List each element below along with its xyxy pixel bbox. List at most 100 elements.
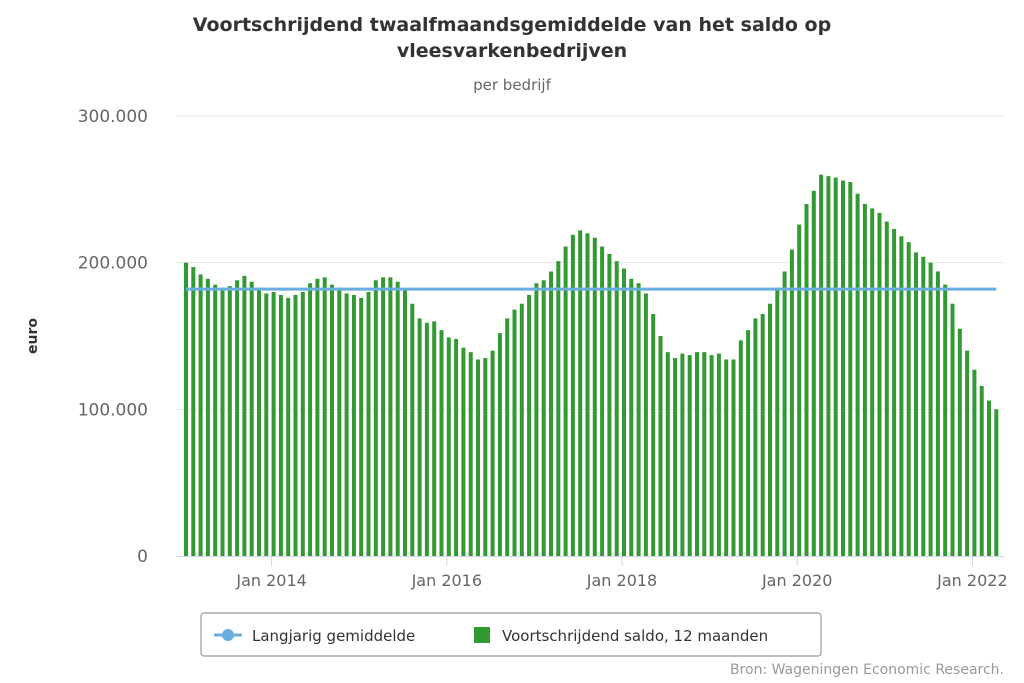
bar[interactable] [760,314,765,556]
bar[interactable] [914,252,918,556]
bar[interactable] [731,359,736,556]
bar[interactable] [607,253,612,556]
bar[interactable] [330,284,334,556]
bar[interactable] [811,190,816,557]
bar[interactable] [366,292,371,556]
legend-item-rolling-balance[interactable]: Voortschrijdend saldo, 12 maanden [474,627,768,645]
bar[interactable] [702,352,707,556]
bar[interactable] [928,262,933,556]
bar[interactable] [987,400,991,556]
bar[interactable] [541,280,546,556]
bar[interactable] [505,318,510,556]
legend-item-average[interactable]: Langjarig gemiddelde [214,627,415,645]
bar[interactable] [965,350,970,556]
bar[interactable] [578,230,583,556]
bar[interactable] [585,233,590,557]
bar[interactable] [264,293,269,556]
bar[interactable] [833,177,838,556]
bar[interactable] [227,286,232,556]
bar[interactable] [877,212,882,557]
bar[interactable] [614,261,619,556]
bar[interactable] [322,277,327,556]
bar[interactable] [424,322,429,556]
bar[interactable] [921,256,926,556]
bar[interactable] [709,355,714,556]
bar[interactable] [410,303,415,556]
bar[interactable] [892,228,897,556]
bar[interactable] [804,204,809,556]
bar[interactable] [797,224,802,557]
bar[interactable] [746,330,751,556]
bar[interactable] [724,359,729,556]
bar[interactable] [957,328,962,556]
bar[interactable] [680,353,685,556]
bar[interactable] [388,277,393,556]
bar[interactable] [483,358,488,556]
bar[interactable] [308,283,313,556]
bar[interactable] [403,290,407,556]
bar[interactable] [286,297,291,556]
bar[interactable] [257,287,261,556]
bar[interactable] [191,267,196,556]
bar[interactable] [476,359,480,556]
bar[interactable] [972,369,977,556]
bar[interactable] [768,303,772,556]
bar[interactable] [242,275,247,556]
bar[interactable] [220,287,225,556]
bar[interactable] [775,287,780,556]
bar[interactable] [454,338,459,556]
bar[interactable] [205,278,210,556]
bar[interactable] [315,278,320,556]
bar[interactable] [848,182,853,556]
bar[interactable] [592,237,597,556]
bar[interactable] [337,287,342,556]
bar[interactable] [789,249,794,556]
bar[interactable] [643,293,648,556]
bar[interactable] [738,340,743,556]
bar[interactable] [351,294,356,556]
bar[interactable] [446,337,451,556]
bar[interactable] [716,353,721,556]
bar[interactable] [651,314,656,556]
bar[interactable] [622,268,626,556]
bar[interactable] [432,321,437,556]
bar[interactable] [636,283,641,556]
bar[interactable] [381,277,386,556]
bar[interactable] [658,336,663,556]
bar[interactable] [293,294,298,556]
bar[interactable] [359,297,364,556]
bar[interactable] [899,236,904,556]
bar[interactable] [198,274,203,556]
bar[interactable] [841,180,845,557]
bar[interactable] [906,242,911,556]
bar[interactable] [417,318,422,556]
bar[interactable] [184,262,188,556]
bar[interactable] [468,352,473,556]
bar[interactable] [497,333,502,556]
bar[interactable] [695,352,699,556]
bar[interactable] [855,193,860,556]
bar[interactable] [994,409,999,556]
bar[interactable] [527,294,532,556]
bar[interactable] [570,234,575,557]
bar[interactable] [512,309,517,556]
bar[interactable] [870,208,875,556]
bar[interactable] [753,318,758,556]
bar[interactable] [687,355,692,556]
bar[interactable] [235,280,240,556]
bar[interactable] [490,350,495,556]
bar[interactable] [862,204,867,556]
bar[interactable] [884,221,889,556]
bar[interactable] [373,280,378,556]
bar[interactable] [213,284,218,556]
bar[interactable] [629,278,634,556]
bar[interactable] [395,281,400,556]
bar[interactable] [673,358,678,556]
bar[interactable] [344,293,349,556]
bar[interactable] [935,271,940,556]
bar[interactable] [278,294,283,556]
credits[interactable]: Bron: Wageningen Economic Research. [730,662,1004,678]
bar[interactable] [979,385,984,556]
bar[interactable] [549,271,553,556]
bar[interactable] [819,174,824,556]
